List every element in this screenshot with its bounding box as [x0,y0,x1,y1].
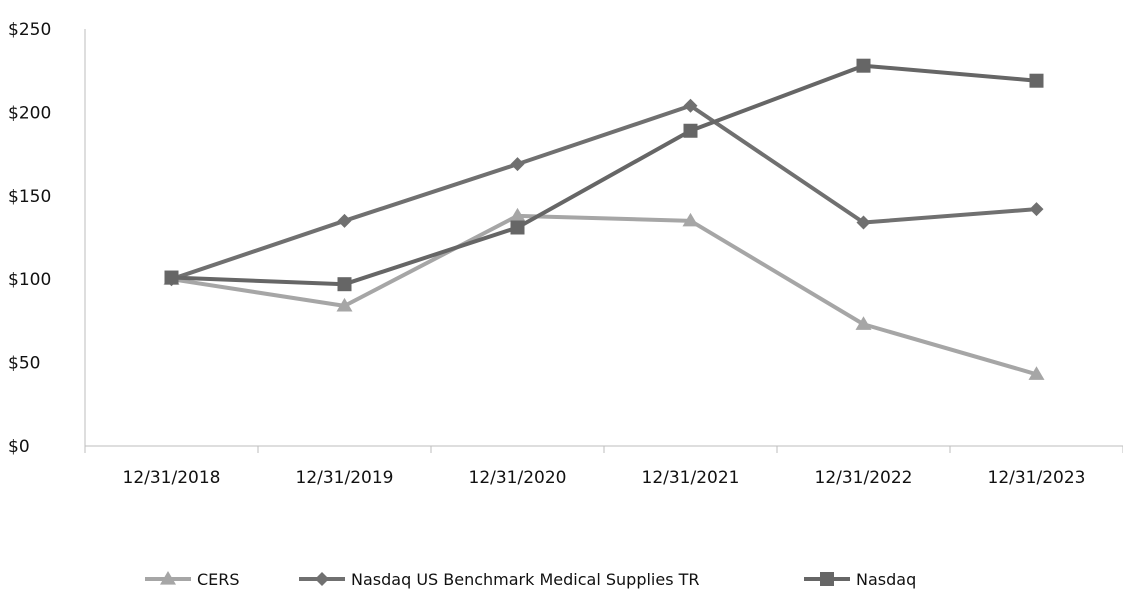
y-tick-label: $0 [8,437,30,457]
data-point-square [510,220,525,235]
legend-label: CERS [197,570,240,589]
data-point-square [164,270,179,285]
legend-entry: CERS [145,570,240,589]
data-point-square [820,572,834,586]
data-point-diamond [683,98,698,113]
data-point-diamond [337,213,352,228]
x-tick-label: 12/31/2019 [296,468,394,488]
y-tick-label: $250 [8,20,51,40]
data-point-square [337,277,352,292]
y-tick-label: $50 [8,354,40,374]
data-point-triangle [509,207,526,222]
series-line [171,213,1038,377]
data-point-diamond [510,157,525,172]
x-tick-label: 12/31/2020 [469,468,567,488]
legend-label: Nasdaq [856,570,916,589]
y-tick-label: $150 [8,187,51,207]
axes: $0 $50 $100 $150 $200 $250 12/31/2018 12/31/201… [8,20,1123,488]
series-nasdaq-us-benchmark-medical-supplies-tr [164,98,1044,287]
data-point-triangle [336,297,353,312]
legend-entry: Nasdaq US Benchmark Medical Supplies TR [299,570,700,589]
data-point-diamond [856,215,871,230]
x-tick-label: 12/31/2023 [988,468,1086,488]
data-point-square [1029,73,1044,88]
x-tick-label: 12/31/2018 [123,468,221,488]
series-line [170,103,1037,282]
y-tick-label: $200 [8,103,51,123]
x-tick-label: 12/31/2022 [815,468,913,488]
data-point-square [856,58,871,73]
data-point-triangle [682,212,699,227]
data-point-diamond [315,572,329,586]
legend-entry: Nasdaq [804,570,916,589]
legend-label: Nasdaq US Benchmark Medical Supplies TR [351,570,700,589]
data-point-triangle [160,571,176,585]
y-tick-label: $100 [8,270,51,290]
x-tick-label: 12/31/2021 [642,468,740,488]
data-point-square [683,123,698,138]
data-point-triangle [855,316,872,330]
data-point-diamond [1029,202,1044,217]
legend: CERS Nasdaq US Benchmark Medical Supplies… [145,570,916,589]
series-nasdaq [164,58,1044,292]
series-lines [163,58,1045,380]
series-cers [163,207,1045,380]
data-point-triangle [1028,366,1045,380]
series-line [171,63,1037,287]
